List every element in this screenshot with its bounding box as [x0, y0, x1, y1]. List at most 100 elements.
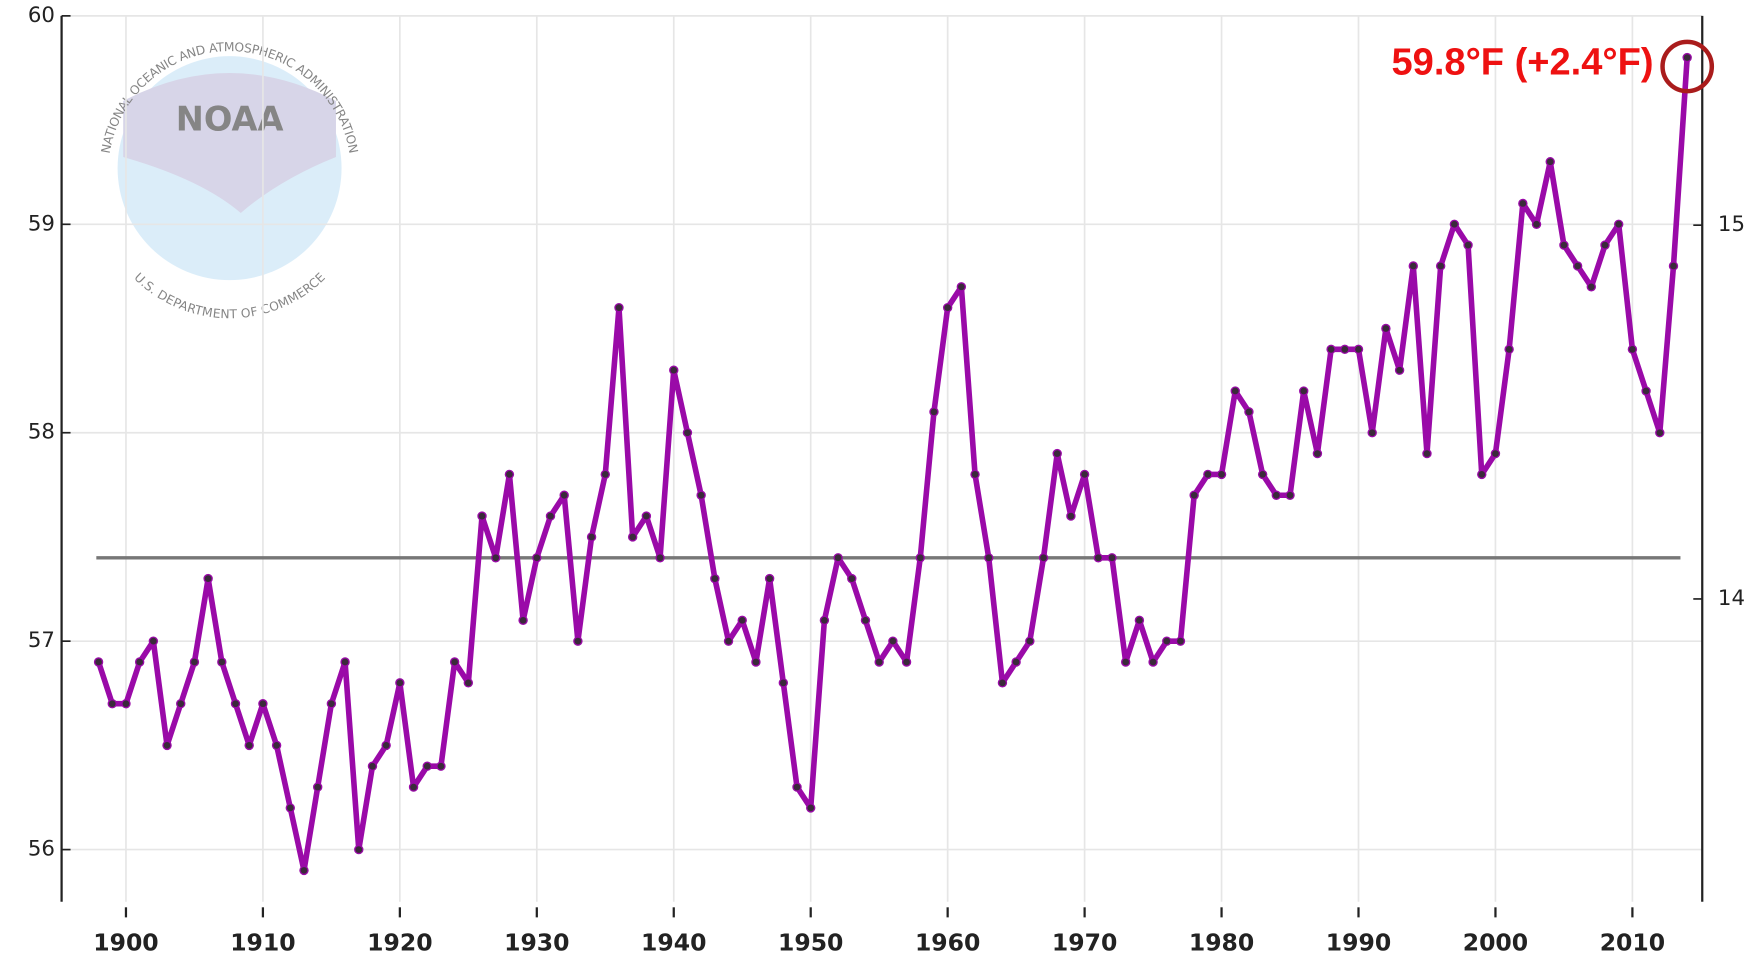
data-point	[271, 740, 282, 751]
data-point	[696, 490, 706, 500]
data-point	[107, 698, 117, 709]
data-point	[1655, 428, 1665, 438]
data-point	[1614, 219, 1624, 229]
y2-tick-label: 15	[1718, 212, 1745, 237]
data-point	[833, 553, 843, 563]
data-point	[1093, 553, 1104, 563]
data-point	[1394, 365, 1405, 375]
data-point	[367, 761, 378, 771]
data-point	[1299, 386, 1309, 396]
data-point	[1381, 323, 1391, 334]
x-tick-label: 1910	[230, 929, 295, 957]
data-point	[847, 573, 857, 584]
y-tick-label: 57	[28, 628, 55, 653]
data-point	[710, 573, 720, 584]
data-point	[1203, 469, 1213, 480]
data-point	[1312, 448, 1323, 459]
data-point	[1257, 469, 1268, 480]
data-point	[1559, 240, 1569, 250]
data-point	[1545, 157, 1555, 167]
data-point	[997, 678, 1008, 688]
data-point	[1490, 448, 1501, 459]
x-tick-label: 1930	[504, 929, 569, 957]
data-point	[134, 657, 145, 667]
data-point	[1367, 428, 1377, 438]
data-point	[1463, 240, 1473, 250]
data-point	[93, 657, 104, 667]
data-point	[1148, 657, 1158, 667]
annotation: 59.8°F (+2.4°F)	[1391, 41, 1653, 83]
data-point	[1025, 636, 1035, 646]
data-point	[532, 553, 542, 563]
data-point	[1531, 219, 1542, 229]
data-point	[258, 698, 268, 709]
data-point	[915, 553, 925, 563]
data-point	[217, 657, 227, 667]
data-point	[395, 678, 405, 688]
data-point	[723, 636, 734, 646]
y2-tick-label: 14	[1718, 586, 1745, 611]
data-point	[751, 657, 761, 667]
data-point	[326, 698, 337, 709]
x-tick-label: 1990	[1326, 929, 1391, 957]
data-point	[408, 782, 419, 792]
data-point	[641, 511, 652, 521]
data-point	[682, 428, 693, 438]
data-point	[340, 657, 350, 667]
data-point	[312, 782, 323, 792]
data-point	[806, 803, 816, 813]
data-point	[121, 698, 131, 709]
data-point	[381, 740, 391, 751]
data-point	[573, 636, 583, 646]
data-point	[299, 865, 309, 876]
logo: NOAA NATIONAL OCEANIC AND ATMOSPHERIC AD…	[98, 40, 361, 321]
data-point	[1011, 657, 1021, 667]
data-point	[1477, 469, 1487, 480]
data-point	[1230, 386, 1240, 396]
logo-bird	[123, 72, 336, 213]
logo-abbr: NOAA	[176, 100, 284, 139]
data-point	[244, 740, 254, 751]
data-point	[1066, 511, 1076, 521]
data-point	[1038, 553, 1049, 563]
data-point	[819, 615, 830, 626]
data-point	[1244, 407, 1254, 417]
data-point	[148, 636, 159, 646]
data-point	[860, 615, 871, 626]
data-point	[888, 636, 898, 646]
data-point	[1052, 448, 1062, 459]
data-point	[559, 490, 569, 500]
data-point	[354, 844, 364, 855]
data-point	[792, 782, 802, 792]
data-point	[600, 469, 610, 480]
data-point	[1326, 344, 1336, 355]
data-point	[1340, 344, 1350, 355]
x-tick-label: 1960	[915, 929, 980, 957]
data-point	[984, 553, 994, 563]
x-tick-label: 1950	[778, 929, 843, 957]
data-point	[614, 302, 624, 313]
x-tick-label: 1920	[367, 929, 432, 957]
data-point	[1641, 386, 1651, 396]
data-point	[874, 657, 884, 667]
data-point	[1285, 490, 1295, 500]
data-point	[942, 302, 953, 313]
x-tick-label: 1900	[93, 929, 158, 957]
data-point	[1682, 52, 1692, 63]
y-tick-label: 59	[28, 211, 55, 236]
data-point	[1120, 657, 1131, 667]
data-point	[655, 553, 665, 563]
data-point	[970, 469, 980, 480]
data-point	[1353, 344, 1364, 355]
y-tick-label: 56	[28, 837, 55, 862]
data-point	[586, 532, 597, 542]
data-point	[1504, 344, 1514, 355]
data-point	[422, 761, 432, 771]
data-point	[956, 282, 967, 292]
data-point	[477, 511, 487, 521]
data-point	[901, 657, 912, 667]
data-point	[230, 698, 241, 709]
data-point	[1079, 469, 1090, 480]
data-point	[189, 657, 200, 667]
data-point	[1422, 448, 1432, 459]
